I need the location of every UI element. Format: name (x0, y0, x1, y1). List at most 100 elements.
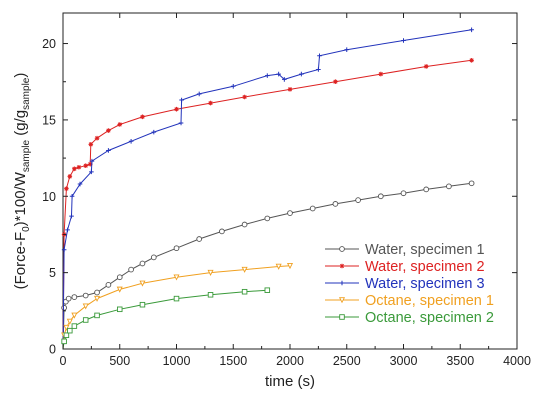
y-tick-label: 15 (42, 113, 56, 127)
data-point (116, 286, 123, 293)
y-axis-title: (Force-F0)*100/Wsample (g/gsample) (12, 73, 32, 290)
data-point (173, 295, 180, 302)
legend-label: Octane, specimen 1 (365, 293, 494, 309)
legend-item: Octane, specimen 2 (325, 310, 494, 326)
data-point (241, 288, 248, 295)
data-point (207, 269, 214, 276)
data-point (61, 247, 67, 253)
data-point (106, 128, 111, 133)
data-point (150, 254, 157, 261)
legend-label: Water, specimen 3 (365, 276, 485, 292)
legend-item: Water, specimen 1 (325, 242, 485, 258)
data-point (355, 197, 361, 203)
data-point (94, 312, 100, 319)
series-3 (61, 27, 474, 350)
data-point (72, 166, 77, 172)
x-tick-label: 2000 (276, 354, 304, 368)
data-point (89, 158, 95, 164)
x-tick-label: 500 (109, 354, 130, 368)
data-point (61, 304, 67, 311)
x-tick-label: 3500 (446, 354, 474, 368)
legend-marker (339, 314, 345, 320)
data-point (139, 301, 146, 308)
x-tick-label: 1000 (163, 354, 191, 368)
data-point (377, 193, 384, 200)
data-point (179, 97, 184, 103)
data-point (219, 228, 225, 235)
legend-item: Water, specimen 2 (325, 259, 485, 275)
data-point (87, 161, 93, 167)
data-point (63, 324, 70, 331)
data-point (69, 193, 75, 199)
data-point (89, 169, 94, 175)
data-point (378, 71, 384, 77)
x-tick-label: 4000 (503, 354, 531, 368)
data-point (88, 142, 94, 147)
data-point (77, 181, 83, 187)
data-point (105, 282, 112, 288)
data-point (265, 73, 270, 78)
legend-item: Water, specimen 3 (325, 276, 485, 292)
data-point (469, 27, 474, 33)
legend-marker (338, 297, 346, 304)
y-tick-label: 10 (42, 190, 56, 204)
data-point (67, 174, 73, 179)
data-point (106, 148, 111, 153)
legend-marker (339, 280, 345, 286)
data-point (287, 210, 293, 216)
y-tick-label: 20 (42, 37, 56, 51)
x-tick-label: 1500 (219, 354, 247, 368)
data-point (469, 58, 474, 63)
data-point (63, 332, 70, 339)
y-tick-label: 5 (49, 266, 56, 280)
data-point (71, 294, 78, 300)
data-point (117, 122, 123, 127)
data-point (208, 100, 213, 106)
data-point (61, 338, 67, 345)
tick-layer: 0 500 1000 1500 2000 2500 3000 3500 4000 0 5 10 15 20 (42, 13, 531, 368)
data-point (207, 292, 214, 298)
x-tick-label: 2500 (333, 354, 361, 368)
data-point (67, 327, 73, 334)
data-point (139, 260, 146, 267)
data-point (83, 163, 88, 169)
series-1 (61, 180, 475, 350)
data-point (66, 318, 73, 325)
data-point (400, 190, 407, 197)
data-point (140, 114, 145, 120)
data-point (151, 129, 157, 135)
data-point (128, 266, 134, 273)
data-point (116, 274, 123, 281)
data-point (332, 201, 339, 207)
data-point (333, 79, 338, 85)
data-point (401, 38, 406, 43)
data-point (316, 67, 321, 72)
data-point (230, 84, 236, 89)
data-point (423, 186, 430, 193)
data-point (178, 120, 184, 126)
data-point (94, 135, 100, 141)
data-point (196, 91, 202, 97)
data-point (69, 213, 74, 219)
data-point (196, 236, 203, 242)
data-point (241, 266, 248, 273)
data-point (275, 263, 282, 270)
data-point (317, 53, 322, 59)
data-point (82, 317, 89, 323)
data-point (174, 106, 179, 112)
y-tick-label: 0 (49, 343, 56, 357)
data-point (468, 180, 475, 187)
data-point (128, 138, 134, 144)
legend-marker (339, 246, 345, 252)
legend-label: Water, specimen 1 (365, 242, 485, 258)
data-point (173, 274, 180, 281)
data-point (299, 71, 304, 77)
data-point (76, 164, 82, 170)
data-point (423, 64, 429, 69)
data-point (286, 263, 294, 270)
data-point (264, 215, 271, 222)
data-point (64, 186, 69, 191)
x-axis-title: time (s) (265, 373, 315, 390)
x-tick-label: 3000 (390, 354, 418, 368)
